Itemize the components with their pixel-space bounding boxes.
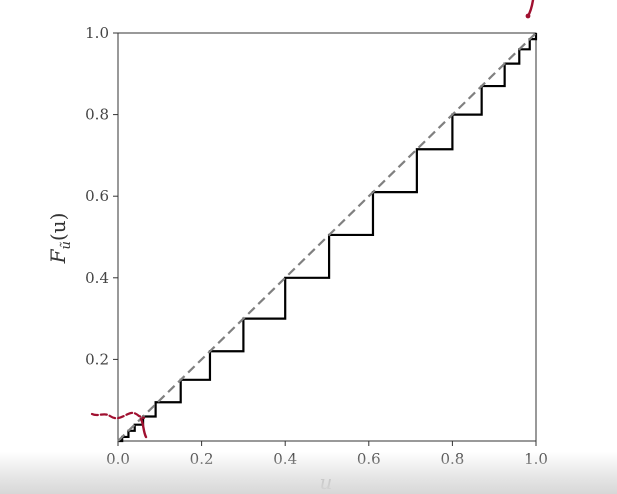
x-tick-label: 0.8 — [440, 450, 464, 468]
plot-area — [117, 32, 538, 443]
annotation-stroke-top — [526, 0, 535, 18]
y-tick-label: 0.8 — [85, 106, 109, 124]
y-axis-label-main: F — [46, 248, 70, 264]
y-tick-label: 0.6 — [85, 187, 109, 205]
x-tick-label: 1.0 — [524, 450, 548, 468]
annotation-dot — [525, 13, 531, 19]
series-diagonal-dashed-line — [117, 32, 537, 442]
y-tick-label: 0.2 — [85, 350, 109, 368]
annotations — [90, 0, 535, 439]
y-tick-label: 0.4 — [85, 269, 109, 287]
plot-frame — [117, 32, 537, 442]
y-axis-label: Fũ(u) — [46, 213, 74, 265]
y-axis-label-arg: (u) — [46, 213, 70, 242]
x-axis-label: u — [320, 470, 333, 494]
x-tick-label: 0.4 — [273, 450, 297, 468]
y-axis-label-sub: ũ — [59, 241, 74, 249]
x-tick-label: 0.6 — [357, 450, 381, 468]
x-tick-label: 0.0 — [106, 450, 130, 468]
y-tick-label: 1.0 — [85, 24, 109, 42]
x-tick-label: 0.2 — [190, 450, 214, 468]
annotation-stroke-horizontal — [90, 411, 146, 420]
annotation-stroke-vertical — [139, 417, 148, 439]
